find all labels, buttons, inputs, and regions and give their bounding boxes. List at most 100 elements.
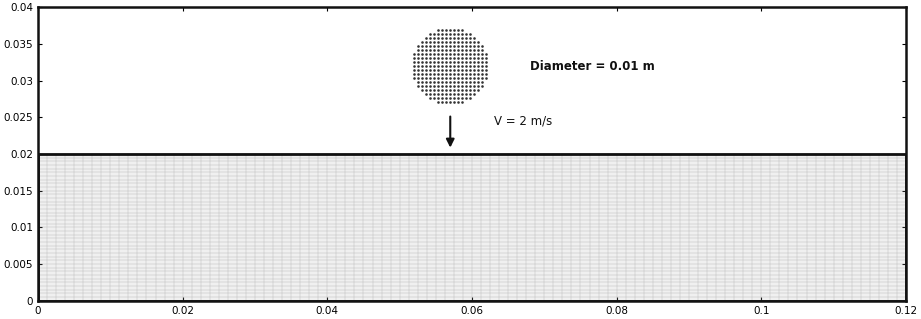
Point [474,84,489,89]
Point [427,96,442,101]
Point [459,88,473,93]
Point [439,76,454,81]
Point [423,96,437,101]
Point [419,43,434,48]
Point [423,56,437,61]
Point [407,51,422,56]
Point [455,76,470,81]
Point [479,60,494,65]
Point [447,35,461,41]
Point [423,31,437,36]
Point [462,72,477,77]
Point [474,48,489,53]
Point [439,88,454,93]
Point [439,92,454,97]
Point [423,84,437,89]
Point [443,48,458,53]
Point [443,100,458,105]
Point [427,80,442,85]
Text: V = 2 m/s: V = 2 m/s [494,115,552,128]
Point [411,72,426,77]
Point [471,39,485,44]
Point [462,43,477,48]
Point [471,60,485,65]
Bar [38,154,906,301]
Point [462,92,477,97]
Point [439,31,454,36]
Point [435,72,449,77]
Point [455,27,470,33]
Point [479,63,494,69]
Point [423,43,437,48]
Point [443,31,458,36]
Point [462,51,477,56]
Point [447,51,461,56]
Point [467,76,482,81]
Point [462,68,477,73]
Point [467,88,482,93]
Point [443,68,458,73]
Point [455,72,470,77]
Point [443,84,458,89]
Point [419,68,434,73]
Point [423,35,437,41]
Point [451,56,466,61]
Point [419,72,434,77]
Point [459,43,473,48]
Point [455,92,470,97]
Point [447,27,461,33]
Point [455,80,470,85]
Point [447,31,461,36]
Point [435,96,449,101]
Point [411,68,426,73]
Point [411,60,426,65]
Point [407,56,422,61]
Point [435,39,449,44]
Point [423,72,437,77]
Point [407,76,422,81]
Point [471,88,485,93]
Point [462,88,477,93]
Point [415,68,430,73]
Point [431,56,446,61]
Point [443,56,458,61]
Point [455,84,470,89]
Point [435,60,449,65]
Point [423,80,437,85]
Point [443,96,458,101]
Point [419,56,434,61]
Point [451,31,466,36]
Point [415,48,430,53]
Point [431,68,446,73]
Point [462,80,477,85]
Point [431,48,446,53]
Point [431,96,446,101]
Point [439,72,454,77]
Point [435,76,449,81]
Point [459,48,473,53]
Point [423,39,437,44]
Point [439,51,454,56]
Point [419,60,434,65]
Point [431,51,446,56]
Point [439,39,454,44]
Point [474,63,489,69]
Point [443,76,458,81]
Point [459,31,473,36]
Point [415,72,430,77]
Point [467,51,482,56]
Point [435,92,449,97]
Point [427,39,442,44]
Point [415,84,430,89]
Point [451,96,466,101]
Point [447,68,461,73]
Point [419,84,434,89]
Point [455,43,470,48]
Point [451,43,466,48]
Point [419,92,434,97]
Point [427,76,442,81]
Point [467,48,482,53]
Point [459,56,473,61]
Point [459,60,473,65]
Point [447,96,461,101]
